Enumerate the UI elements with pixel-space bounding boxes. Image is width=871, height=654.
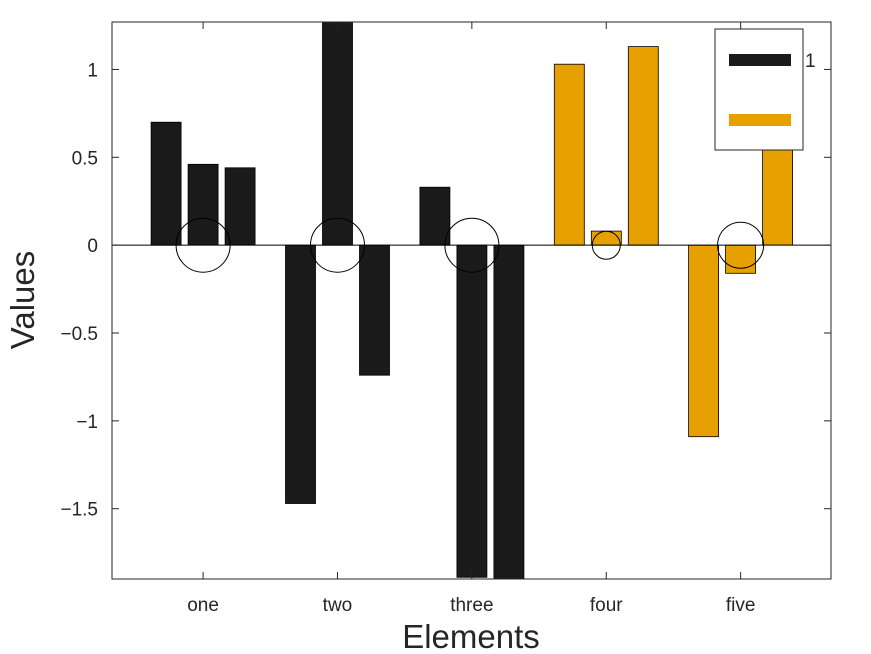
bar-two-1 xyxy=(285,244,316,504)
bar-two-2 xyxy=(322,21,353,246)
bar-three-1 xyxy=(419,186,451,246)
bar-five-1 xyxy=(688,244,719,438)
legend: 1 xyxy=(714,28,816,151)
y-tick-label: 1 xyxy=(87,60,98,81)
legend-swatch xyxy=(729,54,791,66)
x-tick-label: two xyxy=(323,595,353,616)
legend-swatch xyxy=(729,114,791,126)
legend-label: 1 xyxy=(805,51,816,72)
bars-group xyxy=(150,21,793,580)
x-axis: one two three four five xyxy=(187,22,755,616)
x-tick-label: four xyxy=(590,595,623,616)
y-tick-label: 0.5 xyxy=(72,148,98,169)
bar-two-3 xyxy=(359,244,390,376)
x-tick-label: one xyxy=(187,595,219,616)
x-axis-title: Elements xyxy=(402,618,540,654)
y-axis-title: Values xyxy=(4,251,41,349)
bar-four-1 xyxy=(553,63,585,246)
y-tick-label: −1.5 xyxy=(60,500,98,521)
x-tick-label: five xyxy=(726,595,756,616)
bar-one-2 xyxy=(187,163,219,246)
bar-one-3 xyxy=(224,167,256,246)
bar-one-1 xyxy=(150,121,182,246)
y-tick-label: −0.5 xyxy=(60,324,98,345)
legend-box xyxy=(714,28,804,151)
x-tick-label: three xyxy=(450,595,493,616)
bar-five-2 xyxy=(725,244,756,274)
y-tick-label: −1 xyxy=(76,412,98,433)
y-axis: −1.5 −1 −0.5 0 0.5 1 xyxy=(60,60,831,521)
y-tick-label: 0 xyxy=(87,236,98,257)
bar-four-2 xyxy=(590,230,622,246)
bar-three-3 xyxy=(493,244,525,580)
bar-four-3 xyxy=(627,46,659,246)
bar-three-2 xyxy=(456,244,488,578)
